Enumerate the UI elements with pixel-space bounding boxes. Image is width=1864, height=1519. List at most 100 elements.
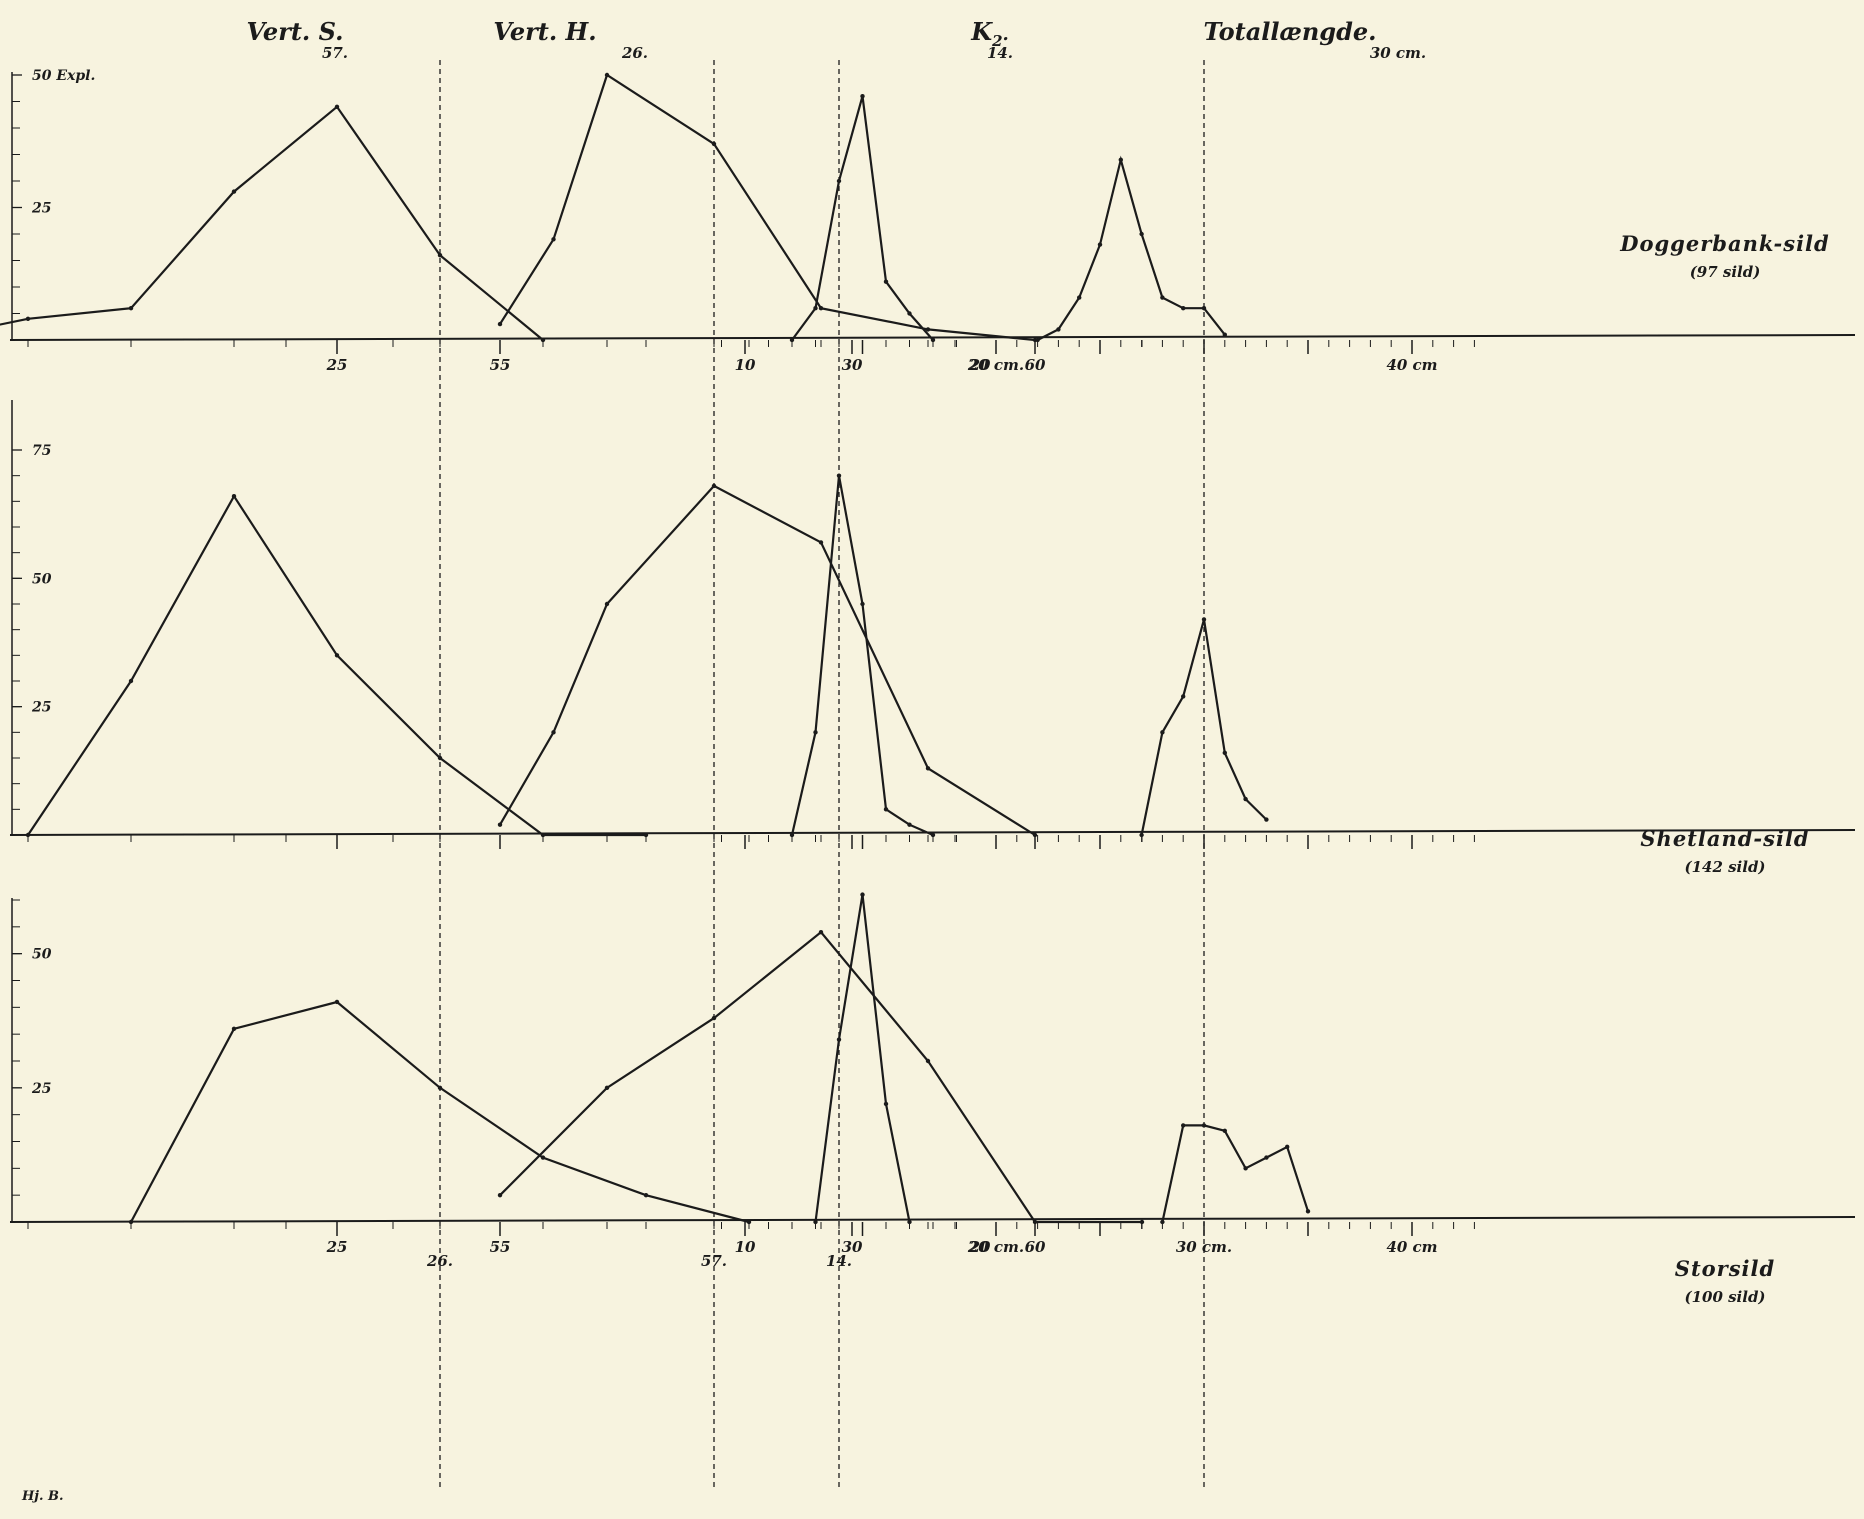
y-tick-label: 75	[32, 443, 51, 459]
y-tick-label: 50	[32, 947, 52, 963]
column-header-value: 30 cm.	[1370, 44, 1426, 62]
panel-count: (100 sild)	[1684, 1288, 1765, 1306]
data-point	[25, 316, 31, 321]
data-point	[1139, 832, 1144, 838]
data-point	[25, 832, 31, 838]
column-header-title: Vert. S.	[247, 17, 344, 46]
data-point	[604, 601, 610, 607]
data-point	[231, 494, 237, 499]
x-tick-label: 25	[326, 356, 348, 374]
data-point	[925, 1058, 931, 1064]
data-point	[711, 1015, 717, 1021]
data-point	[789, 832, 795, 838]
panel-baseline	[9, 334, 1856, 341]
column-header-value: 14.	[987, 44, 1013, 62]
data-point	[540, 1155, 546, 1160]
x-tick-label: 60	[1025, 356, 1046, 374]
y-tick-label: 25	[31, 700, 51, 716]
y-tick-label: 50 Expl.	[32, 68, 95, 84]
x-tick-label: 20 cm.	[967, 1238, 1024, 1256]
series-line	[1037, 155, 1226, 341]
data-point	[437, 253, 443, 258]
signature: Hj. B.	[21, 1489, 64, 1504]
data-point	[1139, 1219, 1145, 1225]
data-point	[1032, 1219, 1038, 1225]
y-tick-label: 25	[31, 201, 51, 217]
data-point	[925, 327, 931, 332]
panel-baseline	[9, 829, 1856, 836]
data-point	[818, 930, 824, 935]
data-point	[883, 807, 889, 812]
data-point	[1181, 1123, 1186, 1128]
x-tick-label: 40 cm	[1386, 356, 1437, 374]
series-line	[499, 484, 1036, 836]
data-point	[930, 832, 936, 838]
data-point	[1181, 694, 1186, 699]
x-tick-label: 30	[842, 1238, 863, 1256]
data-point	[836, 178, 842, 184]
data-point	[907, 1219, 912, 1225]
data-point	[1305, 1209, 1311, 1214]
data-point	[604, 72, 610, 78]
data-point	[1222, 1128, 1228, 1133]
data-point	[1160, 730, 1165, 735]
data-point	[1264, 1155, 1269, 1160]
y-tick-label: 50	[32, 571, 52, 587]
x-tick-label: 20	[969, 1238, 991, 1256]
series-line	[27, 494, 646, 837]
data-point	[818, 306, 824, 311]
data-point	[1056, 327, 1061, 332]
x-tick-label: 30 cm.	[1176, 1238, 1232, 1256]
x-tick-label: 10	[735, 356, 756, 374]
data-point	[907, 822, 912, 827]
x-tick-label: 40 cm	[1386, 1238, 1437, 1256]
x-tick-label: 60	[1025, 1238, 1046, 1256]
data-point	[813, 306, 818, 311]
x-tick-label: 30	[842, 356, 863, 374]
series-line	[791, 95, 934, 341]
data-point	[128, 678, 134, 684]
data-point	[1201, 1123, 1207, 1128]
column-header-title: K2.	[970, 17, 1009, 50]
panel-count: (142 sild)	[1684, 858, 1765, 876]
series-line	[499, 73, 1036, 342]
column-header-title: Totallængde.	[1204, 17, 1377, 46]
data-point	[643, 832, 649, 838]
column-header-value: 26.	[621, 44, 648, 62]
panel-name: Storsild	[1675, 1256, 1775, 1281]
data-point	[1222, 332, 1228, 337]
data-point	[1160, 1219, 1165, 1225]
data-point	[497, 822, 503, 827]
x-tick-label: 55	[490, 356, 511, 374]
x-tick-label: 25	[326, 1238, 348, 1256]
x-tick-label: 26.	[426, 1252, 453, 1270]
data-point	[836, 473, 842, 478]
panel-count: (97 sild)	[1690, 263, 1761, 281]
data-point	[860, 601, 865, 607]
data-point	[1201, 306, 1207, 311]
x-tick-label: 10	[735, 1238, 756, 1256]
data-point	[497, 1192, 503, 1198]
data-point	[860, 94, 865, 99]
data-point	[334, 104, 340, 110]
data-point	[883, 279, 889, 284]
panel-name: Shetland-sild	[1640, 826, 1809, 851]
data-point	[128, 1219, 134, 1225]
column-header-title: Vert. H.	[493, 17, 596, 46]
x-tick-label: 20 cm.	[967, 356, 1024, 374]
panel-baseline	[9, 1216, 1856, 1223]
data-point	[1035, 337, 1040, 343]
data-point	[746, 1219, 752, 1225]
data-point	[1097, 242, 1103, 247]
data-point	[907, 311, 912, 316]
data-point	[930, 337, 936, 343]
data-point	[1201, 617, 1207, 622]
data-point	[551, 237, 556, 242]
data-point	[643, 1192, 649, 1198]
data-point	[334, 653, 340, 658]
x-tick-label: 57.	[701, 1252, 727, 1270]
data-point	[1264, 817, 1269, 822]
data-point	[1285, 1144, 1290, 1150]
data-point	[1077, 295, 1082, 300]
